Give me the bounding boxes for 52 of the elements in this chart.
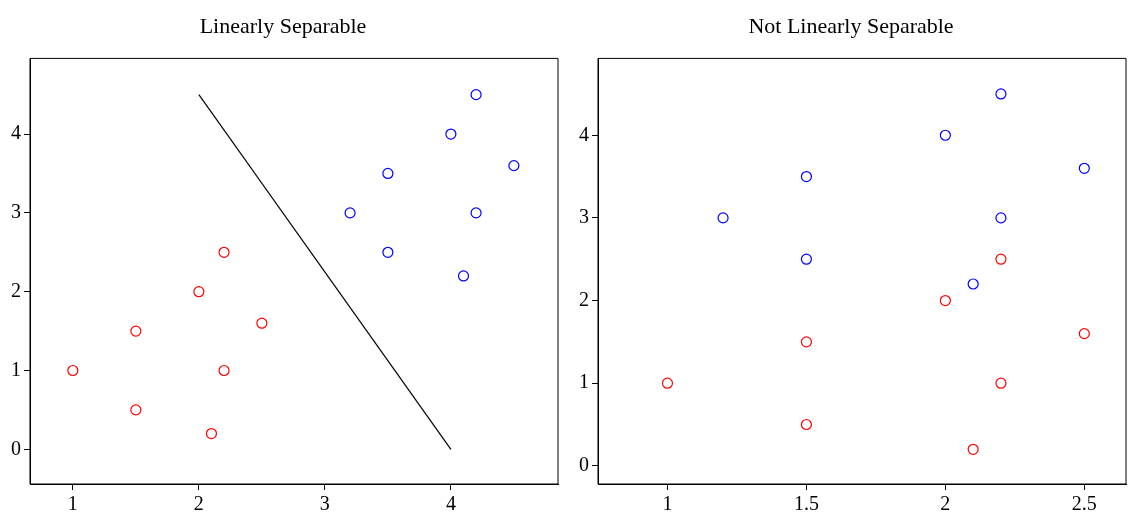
point xyxy=(470,89,482,101)
point xyxy=(939,294,951,307)
point xyxy=(800,336,813,348)
point xyxy=(995,253,1007,265)
point xyxy=(1078,162,1090,174)
chart-title: Not Linearly Separable xyxy=(748,12,954,38)
point xyxy=(205,427,218,440)
y-tick-label: 3 xyxy=(579,205,589,228)
point xyxy=(67,364,79,377)
point xyxy=(382,246,394,258)
point xyxy=(939,129,951,141)
y-tick-label: 4 xyxy=(11,121,21,144)
chart-title: Linearly Separable xyxy=(199,12,367,38)
x-tick-label: 2 xyxy=(193,492,204,515)
point xyxy=(218,364,230,377)
x-tick-label: 2 xyxy=(940,492,951,515)
point xyxy=(1078,327,1090,340)
point xyxy=(130,404,142,416)
point xyxy=(457,270,470,282)
point xyxy=(130,325,142,337)
point xyxy=(800,170,813,183)
y-tick-label: 4 xyxy=(579,122,589,145)
point xyxy=(967,278,979,290)
x-tick-label: 1.5 xyxy=(793,492,819,515)
point xyxy=(508,159,520,172)
point xyxy=(445,128,457,140)
point xyxy=(661,377,674,389)
point xyxy=(256,317,268,329)
point xyxy=(218,246,230,258)
y-tick-label: 0 xyxy=(579,453,589,476)
y-tick-label: 2 xyxy=(11,278,21,301)
point xyxy=(800,253,813,265)
point xyxy=(382,167,394,180)
x-tick-label: 1 xyxy=(662,492,673,515)
y-tick-label: 3 xyxy=(11,200,21,223)
y-tick-label: 1 xyxy=(11,357,21,380)
y-tick-label: 0 xyxy=(11,436,21,459)
point xyxy=(470,207,482,219)
point xyxy=(717,212,729,224)
point xyxy=(800,418,813,431)
point xyxy=(967,443,979,455)
point xyxy=(193,286,205,298)
x-tick-label: 4 xyxy=(445,492,456,515)
point xyxy=(344,207,356,219)
point xyxy=(995,377,1007,389)
y-tick-label: 1 xyxy=(579,370,589,393)
point xyxy=(995,88,1007,100)
x-tick-label: 1 xyxy=(67,492,78,515)
y-tick-label: 2 xyxy=(579,287,589,310)
point xyxy=(995,212,1007,224)
x-tick-label: 2.5 xyxy=(1071,492,1097,515)
x-tick-label: 3 xyxy=(319,492,330,515)
